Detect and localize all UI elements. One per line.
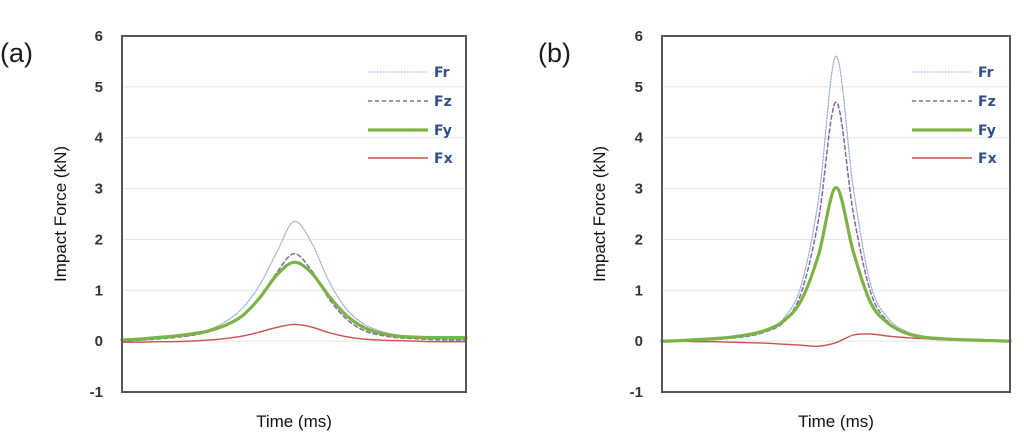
panel-a: (a) Impact Force (kN) Time (ms) 6 5 4 3 2 1 0 -…: [0, 28, 468, 431]
series-line-fz: [121, 252, 467, 342]
y-tick-label: 1: [635, 282, 643, 299]
legend-label-fz: Fz: [434, 94, 452, 110]
y-tick-label: 3: [95, 181, 103, 198]
y-tick-label: -1: [630, 384, 643, 401]
y-tick-label: 6: [95, 28, 103, 45]
x-axis-title: Time (ms): [798, 412, 874, 431]
y-tick-label: 6: [635, 28, 643, 45]
y-tick-label: 5: [95, 79, 103, 96]
legend-label-fy: Fy: [978, 123, 996, 139]
series-line-fx: [121, 323, 467, 343]
y-tick-label: 4: [635, 130, 644, 147]
y-tick-label: 4: [95, 130, 104, 147]
y-tick-label: 2: [635, 231, 643, 248]
plot-frame: [121, 35, 467, 393]
legend-label-fy: Fy: [434, 123, 452, 139]
y-tick-label: -1: [90, 384, 103, 401]
y-tick-label: 2: [95, 231, 103, 248]
y-axis-title: Impact Force (kN): [51, 146, 70, 282]
y-tick-label: 1: [95, 282, 103, 299]
series-line-fy: [120, 260, 468, 342]
legend-label-fx: Fx: [978, 151, 997, 167]
y-tick-label: 0: [635, 333, 643, 350]
x-axis-title: Time (ms): [256, 412, 332, 431]
plot-frame: [661, 35, 1011, 393]
panel-label: (a): [0, 38, 33, 68]
legend-label-fr: Fr: [434, 65, 450, 81]
y-tick-label: 0: [95, 333, 103, 350]
y-tick-label: 3: [635, 181, 643, 198]
legend-label-fx: Fx: [434, 151, 453, 167]
panel-label: (b): [538, 38, 571, 68]
legend-label-fr: Fr: [978, 65, 994, 81]
series-line-fr: [661, 55, 1011, 342]
panel-b: (b) Impact Force (kN) Time (ms) 6 5 4 3 2 1 0 -…: [538, 28, 1012, 431]
y-tick-label: 5: [635, 79, 643, 96]
legend-label-fz: Fz: [978, 94, 996, 110]
y-axis-title: Impact Force (kN): [590, 146, 609, 282]
series-line-fy: [660, 185, 1012, 343]
